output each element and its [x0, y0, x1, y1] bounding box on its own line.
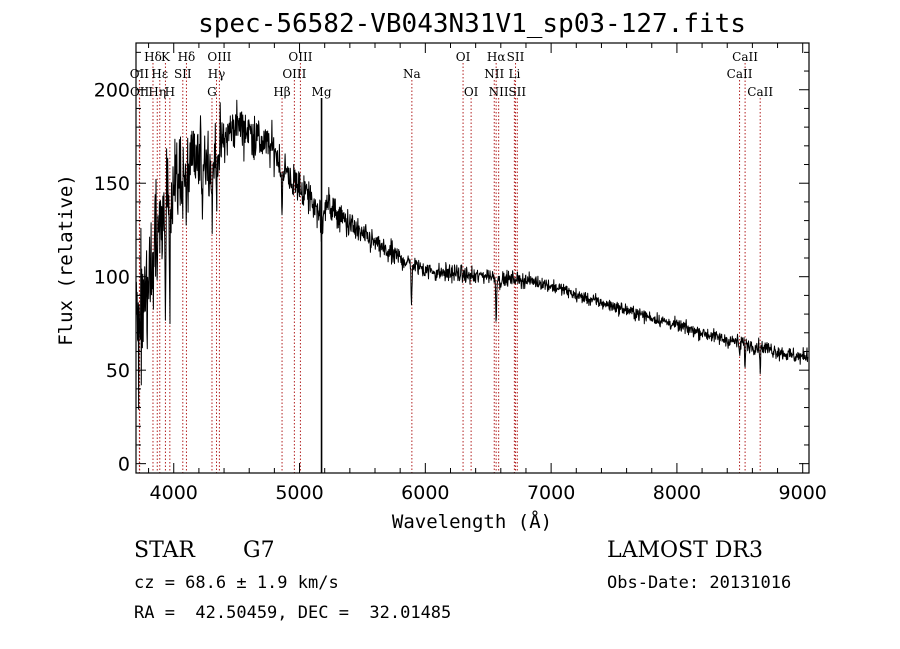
line-marker-label: Hε	[151, 67, 168, 81]
line-marker-label: OI	[456, 50, 471, 64]
line-marker-label: NII	[489, 85, 509, 99]
y-tick-label: 150	[94, 173, 130, 195]
y-axis-title: Flux (relative)	[55, 174, 77, 346]
x-axis-title: Wavelength (Å)	[392, 510, 552, 533]
coordinates: RA = 42.50459, DEC = 32.01485	[134, 603, 452, 623]
object-class: STAR	[134, 538, 195, 563]
observation-date: Obs-Date: 20131016	[607, 573, 792, 593]
x-tick-label: 7000	[527, 482, 575, 504]
line-marker-label: CaII	[747, 85, 773, 99]
object-subclass: G7	[243, 538, 275, 563]
survey-name: LAMOST DR3	[607, 538, 763, 563]
x-tick-label: 8000	[653, 482, 701, 504]
line-marker-label: SII	[508, 85, 526, 99]
line-marker-label: Hδ	[144, 50, 162, 64]
line-marker-label: Mg	[312, 85, 332, 99]
line-marker-label: Na	[403, 67, 421, 81]
x-tick-label: 6000	[401, 482, 449, 504]
line-marker-label: OIII	[282, 67, 306, 81]
line-marker-label: OII	[130, 67, 150, 81]
line-marker-label: OII	[130, 85, 150, 99]
line-marker-label: Hα	[487, 50, 506, 64]
line-marker-label: K	[161, 50, 171, 64]
y-tick-label: 100	[94, 267, 130, 289]
line-marker-label: H	[165, 85, 175, 99]
y-tick-label: 200	[94, 80, 130, 102]
x-tick-label: 9000	[779, 482, 827, 504]
line-marker-label: Hγ	[208, 67, 226, 81]
line-marker-label: Li	[508, 67, 520, 81]
y-tick-label: 0	[118, 454, 130, 476]
line-marker-label: CaII	[727, 67, 753, 81]
line-marker-label: Hδ	[178, 50, 196, 64]
line-marker-label: NII	[484, 67, 504, 81]
x-tick-label: 4000	[150, 482, 198, 504]
line-marker-label: SII	[507, 50, 525, 64]
line-marker-label: Hη	[148, 85, 166, 99]
line-marker-label: G	[207, 85, 217, 99]
line-marker-label: SII	[174, 67, 192, 81]
line-marker-label: OIII	[288, 50, 312, 64]
chart-title: spec-56582-VB043N31V1_sp03-127.fits	[198, 9, 746, 39]
y-tick-label: 50	[106, 360, 130, 382]
spectrum-line	[135, 99, 809, 410]
line-marker-label: OIII	[207, 50, 231, 64]
line-marker-label: CaII	[732, 50, 758, 64]
line-marker-label: Hβ	[273, 85, 290, 99]
redshift-readout: cz = 68.6 ± 1.9 km/s	[134, 573, 339, 593]
x-tick-label: 5000	[275, 482, 323, 504]
line-marker-label: OI	[464, 85, 479, 99]
